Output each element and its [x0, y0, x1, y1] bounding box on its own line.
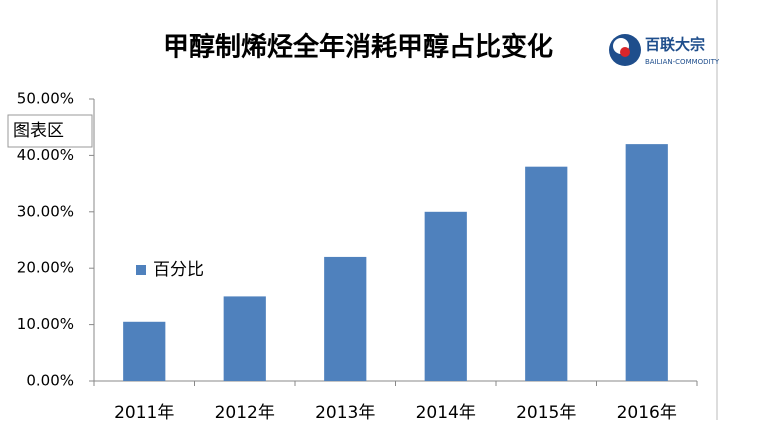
- legend-label: 百分比: [153, 260, 204, 280]
- x-tick-label: 2016年: [617, 403, 677, 423]
- y-tick-label: 40.00%: [17, 146, 74, 164]
- y-tick-label: 50.00%: [17, 90, 74, 108]
- x-tick-label: 2013年: [315, 403, 375, 423]
- logo-name: 百联大宗: [645, 36, 705, 54]
- bar: [123, 321, 166, 381]
- bar: [223, 296, 266, 381]
- bar: [625, 144, 668, 381]
- chart-title: 甲醇制烯烃全年消耗甲醇占比变化: [163, 32, 553, 63]
- tooltip: 图表区: [13, 121, 64, 141]
- y-tick-label: 0.00%: [26, 372, 74, 390]
- x-tick-label: 2014年: [416, 403, 476, 423]
- tooltip-box: [7, 114, 93, 148]
- logo-icon: [620, 47, 630, 57]
- bar: [424, 211, 467, 381]
- bar: [525, 166, 568, 381]
- x-tick-label: 2012年: [215, 403, 275, 423]
- legend-swatch: [136, 265, 146, 275]
- x-tick-label: 2015年: [516, 403, 576, 423]
- y-tick-label: 10.00%: [17, 315, 74, 333]
- y-tick-label: 20.00%: [17, 259, 74, 277]
- bar: [324, 256, 367, 381]
- logo: 百联大宗 BAILIAN-COMMODITY: [609, 34, 720, 66]
- y-tick-label: 30.00%: [17, 202, 74, 220]
- logo-subtitle: BAILIAN-COMMODITY: [645, 58, 720, 66]
- x-tick-label: 2011年: [114, 403, 174, 423]
